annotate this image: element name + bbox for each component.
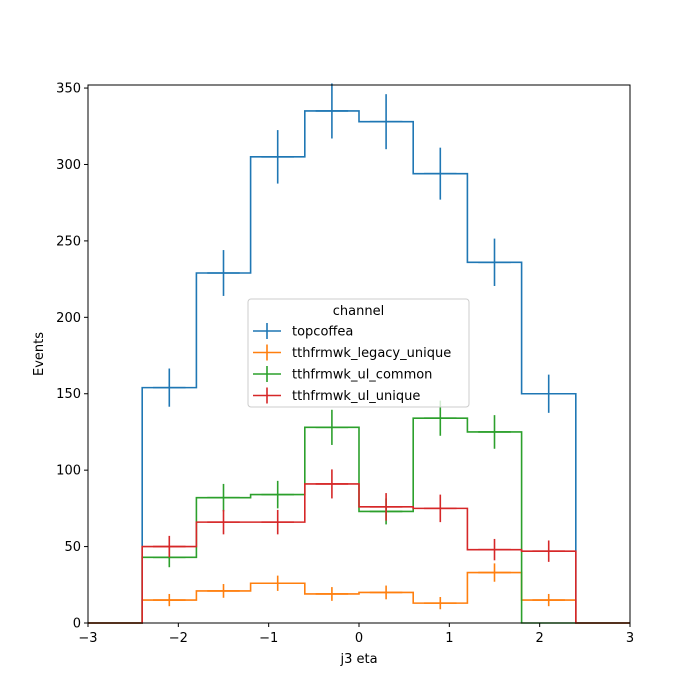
legend-label: tthfrmwk_ul_unique <box>292 389 420 404</box>
series-layer <box>88 83 630 624</box>
legend-item: tthfrmwk_ul_unique <box>253 387 420 404</box>
legend: channel topcoffeatthfrmwk_legacy_uniquet… <box>247 298 470 408</box>
x-tick-label: 2 <box>536 631 544 646</box>
y-axis-label: Events <box>32 332 47 376</box>
series-tthfrmwk_ul_unique <box>88 469 630 624</box>
legend-label: tthfrmwk_legacy_unique <box>292 346 451 361</box>
y-tick-label: 250 <box>56 234 81 249</box>
legend-item: topcoffea <box>253 323 353 340</box>
x-tick-label: −3 <box>78 631 97 646</box>
y-tick-label: 350 <box>56 82 81 97</box>
series-step-line <box>88 483 630 624</box>
y-tick-label: 100 <box>56 464 81 479</box>
legend-box <box>247 298 470 408</box>
y-tick-label: 150 <box>56 387 81 402</box>
y-axis: 0 50 100 150 200 250 300 350 <box>56 82 88 632</box>
series-step-line <box>88 110 630 624</box>
legend-label: tthfrmwk_ul_common <box>292 368 432 383</box>
x-tick-label: −1 <box>259 631 278 646</box>
y-tick-label: 0 <box>73 617 81 632</box>
x-axis-label: j3 eta <box>339 652 377 667</box>
x-tick-label: −2 <box>169 631 188 646</box>
legend-item: tthfrmwk_ul_common <box>253 366 432 383</box>
x-axis: −3 −2 −1 0 1 2 3 <box>78 623 634 646</box>
x-tick-label: 1 <box>445 631 453 646</box>
y-tick-label: 300 <box>56 158 81 173</box>
x-tick-label: 3 <box>626 631 634 646</box>
series-step-line <box>88 417 630 624</box>
y-tick-label: 200 <box>56 311 81 326</box>
legend-title: channel <box>333 304 384 319</box>
series-topcoffea <box>88 83 630 624</box>
y-tick-label: 50 <box>64 540 81 555</box>
x-tick-label: 0 <box>355 631 363 646</box>
legend-items: topcoffea tthfrmwk_legacy_unique tthfrmwk_… <box>253 323 451 404</box>
legend-label: topcoffea <box>292 325 353 340</box>
legend-item: tthfrmwk_legacy_unique <box>253 344 451 361</box>
